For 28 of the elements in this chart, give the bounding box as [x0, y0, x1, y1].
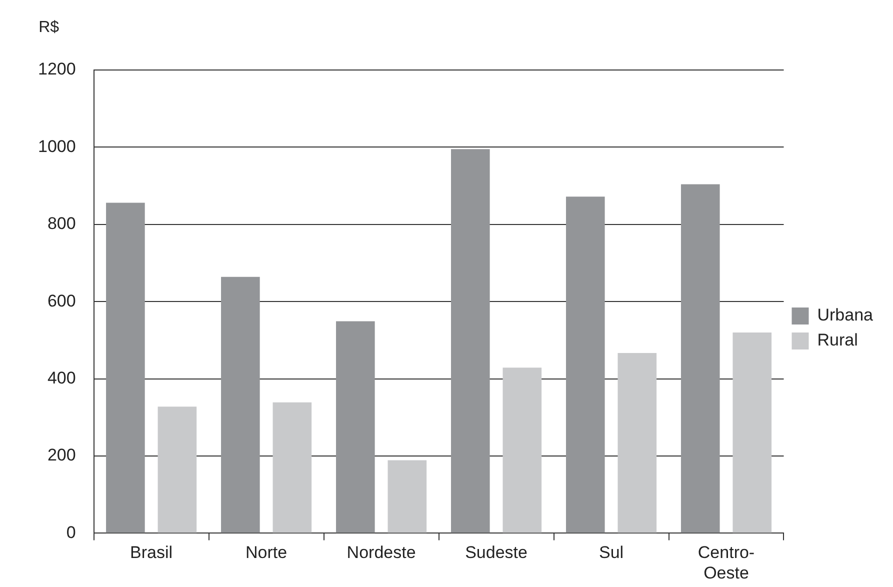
x-tick-label: Sudeste — [465, 543, 528, 562]
bar — [451, 149, 490, 533]
y-tick-label: 600 — [47, 291, 76, 310]
bar — [618, 352, 657, 533]
bar — [566, 196, 605, 533]
x-tick-label: Centro-Oeste — [698, 543, 755, 582]
bar — [388, 460, 427, 533]
bar — [221, 276, 260, 533]
y-axis-title: R$ — [38, 19, 60, 36]
bar — [106, 202, 145, 533]
bar — [732, 332, 772, 533]
x-tick-label: Sul — [598, 543, 624, 562]
x-tick-label: Norte — [246, 543, 288, 562]
y-tick-label: 800 — [47, 214, 76, 234]
legend-label: Rural — [817, 330, 858, 350]
x-tick-label: Brasil — [130, 543, 173, 562]
y-tick-label: 400 — [47, 368, 76, 388]
bar — [502, 368, 542, 533]
x-tick-label: Nordeste — [346, 543, 416, 562]
y-tick-label: 200 — [47, 446, 76, 465]
bar — [336, 321, 375, 533]
y-tick-label: 1000 — [38, 136, 76, 156]
y-tick-label: 0 — [66, 522, 76, 542]
bar — [680, 184, 720, 533]
bar — [272, 402, 312, 533]
bar — [158, 406, 197, 533]
y-tick-label: 1200 — [38, 60, 76, 79]
legend-label: Urbana — [817, 306, 874, 325]
